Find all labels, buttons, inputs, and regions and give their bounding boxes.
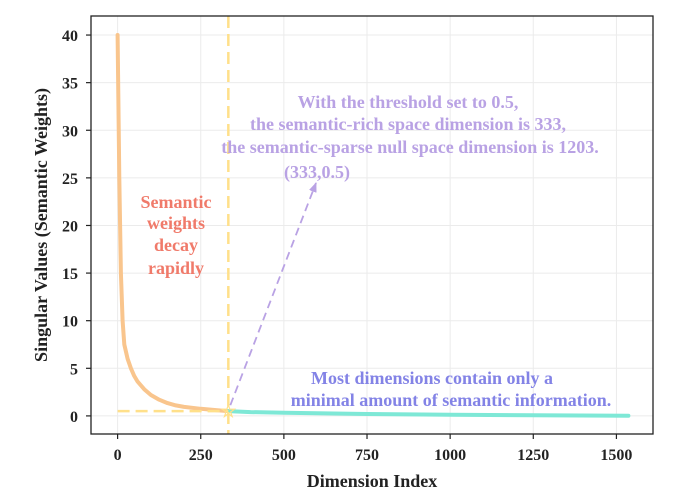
- y-tick-label: 35: [62, 76, 78, 93]
- threshold-arrow: [229, 182, 317, 406]
- x-tick-label: 1500: [600, 447, 632, 464]
- y-tick-label: 20: [62, 218, 78, 235]
- x-tick-label: 1000: [434, 447, 466, 464]
- threshold-star-marker: ☆: [220, 401, 237, 421]
- x-tick-label: 500: [272, 447, 296, 464]
- series-line-semantic-rich: [115, 33, 231, 414]
- x-tick-label: 250: [189, 447, 213, 464]
- y-tick-label: 30: [62, 123, 78, 140]
- series-line-semantic-sparse: [226, 409, 631, 418]
- y-tick-label: 25: [62, 171, 78, 188]
- decay-note-line-1: Semantic: [141, 192, 212, 212]
- minimal-note-line-2: minimal amount of semantic information.: [291, 390, 611, 410]
- y-tick-label: 10: [62, 314, 78, 331]
- grid: [91, 16, 653, 434]
- series-layer: [115, 33, 631, 418]
- threshold-note-line-3: the semantic-sparse null space dimension…: [221, 137, 599, 157]
- y-axis: 0 5 10 15 20 25 30 35 40: [62, 28, 91, 426]
- threshold-note-line-2: the semantic-rich space dimension is 333…: [250, 114, 566, 134]
- decay-note-line-4: rapidly: [148, 258, 204, 278]
- threshold-guides: [117, 16, 317, 434]
- y-tick-label: 40: [62, 28, 78, 45]
- x-axis: 0 250 500 750 1000 1250 1500: [114, 434, 632, 464]
- decay-note-line-3: decay: [154, 235, 198, 255]
- y-tick-label: 0: [70, 409, 78, 426]
- annotations: With the threshold set to 0.5, the seman…: [141, 92, 612, 410]
- x-tick-label: 1250: [517, 447, 549, 464]
- minimal-note-line-1: Most dimensions contain only a: [311, 368, 553, 388]
- y-tick-label: 15: [62, 266, 78, 283]
- point-label: (333,0.5): [284, 162, 350, 183]
- y-tick-label: 5: [70, 361, 78, 378]
- x-tick-label: 750: [355, 447, 379, 464]
- y-axis-title: Singular Values (Semantic Weights): [31, 88, 52, 362]
- decay-note-line-2: weights: [147, 213, 205, 233]
- x-tick-label: 0: [114, 447, 122, 464]
- x-axis-title: Dimension Index: [307, 471, 438, 491]
- threshold-note-line-1: With the threshold set to 0.5,: [298, 92, 519, 112]
